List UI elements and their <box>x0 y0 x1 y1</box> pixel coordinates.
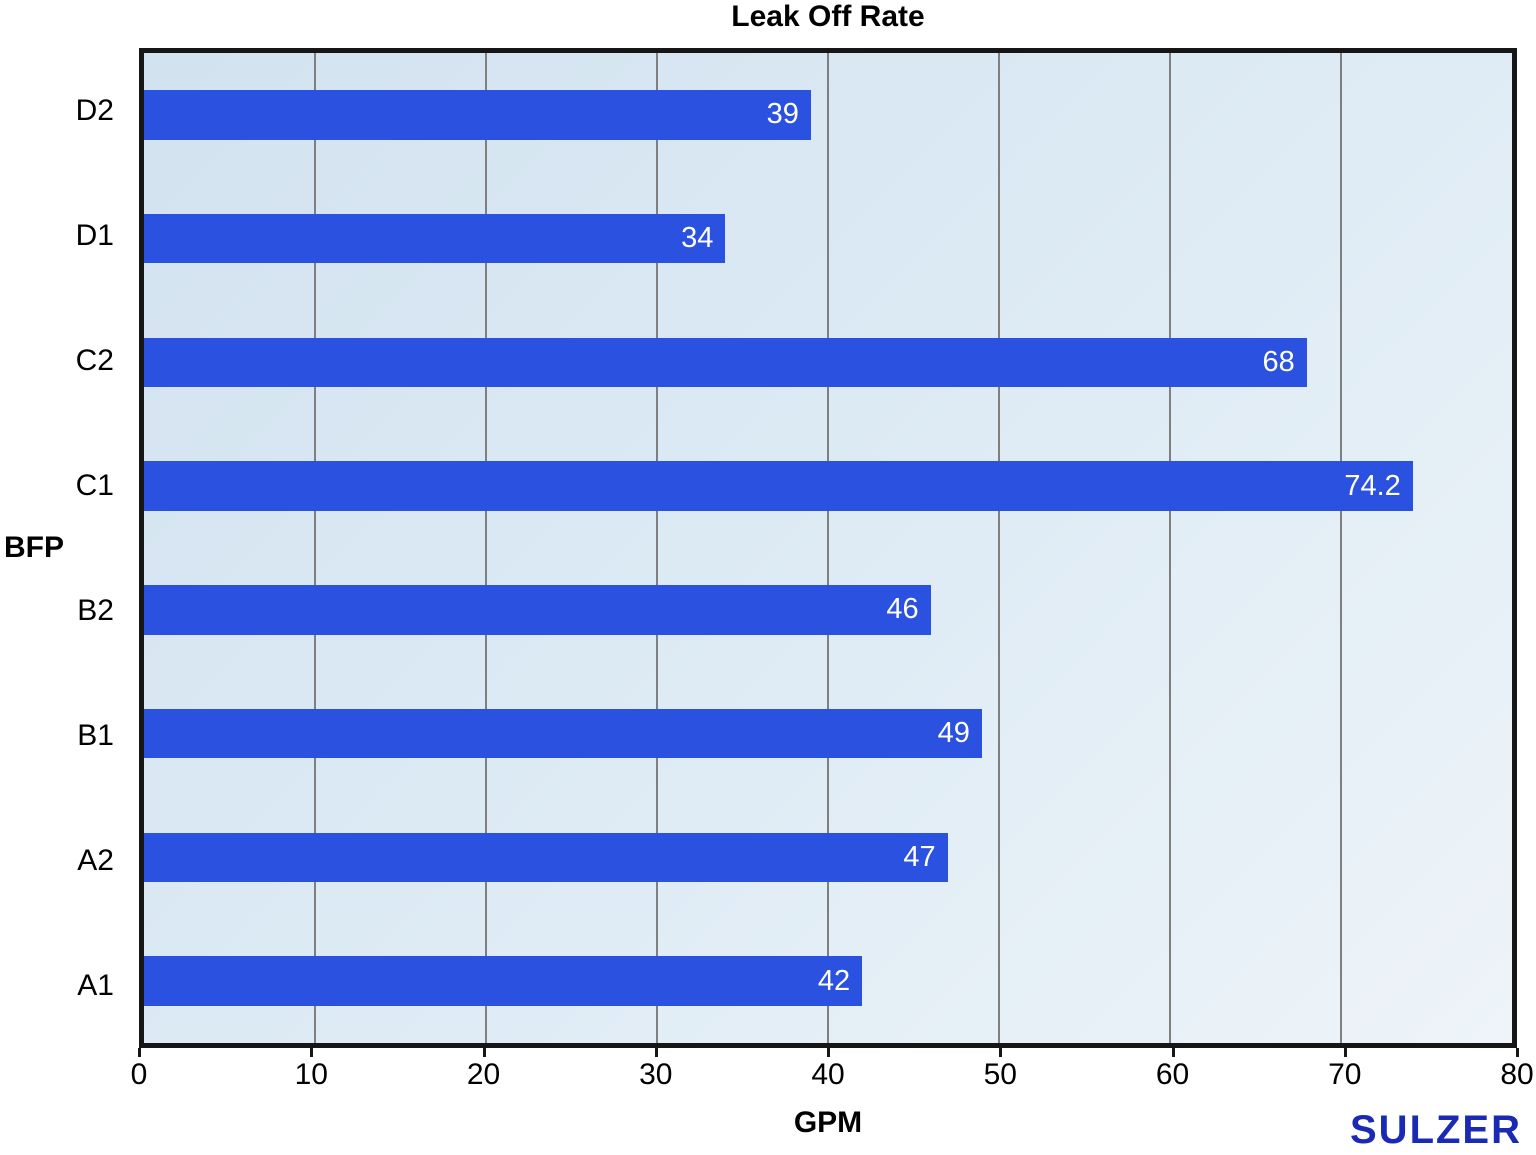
x-tick-label-80: 80 <box>1500 1058 1534 1091</box>
bar-C2: 68 <box>144 337 1307 388</box>
bar-A1: 42 <box>144 956 863 1006</box>
bar-value-D1: 34 <box>681 222 714 255</box>
gridline-x-20 <box>485 53 487 1043</box>
y-category-label-B1: B1 <box>77 718 114 752</box>
x-tick-mark-70 <box>1343 1048 1347 1057</box>
x-tick-label-0: 0 <box>130 1058 148 1091</box>
y-category-label-C2: C2 <box>75 343 114 377</box>
y-axis-category-labels: D2 D1 C2 C1 B2 B1 A2 A1 <box>0 48 114 1048</box>
gridline-x-40 <box>827 53 829 1043</box>
bar-B2: 46 <box>144 585 931 635</box>
bar-row-C2: 68 <box>144 301 1512 425</box>
plot-area: 39 34 68 74.2 46 49 47 42 <box>139 48 1517 1048</box>
bar-row-A1: 42 <box>144 919 1512 1043</box>
y-category-label-C1: C1 <box>75 468 114 502</box>
x-tick-label-30: 30 <box>639 1058 673 1091</box>
bar-row-B2: 46 <box>144 548 1512 672</box>
x-tick-label-70: 70 <box>1328 1058 1362 1091</box>
x-tick-label-40: 40 <box>811 1058 845 1091</box>
y-axis-title: BFP <box>4 531 64 564</box>
bar-value-C2: 68 <box>1262 345 1295 378</box>
gridline-x-10 <box>314 53 316 1043</box>
bar-row-C1: 74.2 <box>144 424 1512 548</box>
x-tick-mark-40 <box>827 1048 830 1057</box>
bar-D2: 39 <box>144 90 811 140</box>
plot-inner: 39 34 68 74.2 46 49 47 42 <box>144 53 1512 1043</box>
x-tick-label-10: 10 <box>294 1058 328 1091</box>
x-tick-mark-20 <box>482 1048 486 1057</box>
x-tick-label-60: 60 <box>1155 1058 1190 1091</box>
x-tick-label-50: 50 <box>983 1058 1017 1091</box>
x-axis-title: GPM <box>793 1106 863 1139</box>
bar-row-D2: 39 <box>144 53 1512 177</box>
chart-title: Leak Off Rate <box>731 0 925 33</box>
x-tick-mark-30 <box>654 1048 658 1057</box>
bar-value-D2: 39 <box>766 98 799 131</box>
gridline-x-50 <box>998 53 1000 1043</box>
y-category-label-A2: A2 <box>77 843 114 877</box>
gridline-x-30 <box>656 53 658 1043</box>
bar-C1: 74.2 <box>144 461 1413 511</box>
bar-value-B1: 49 <box>937 717 970 750</box>
bar-B1: 49 <box>144 708 982 759</box>
gridline-x-70 <box>1340 53 1342 1043</box>
bar-value-C1: 74.2 <box>1344 469 1401 502</box>
gridline-x-60 <box>1169 53 1171 1043</box>
y-category-label-B2: B2 <box>77 593 114 627</box>
x-tick-label-20: 20 <box>466 1058 501 1091</box>
x-tick-mark-0 <box>138 1048 141 1057</box>
x-tick-mark-50 <box>999 1048 1003 1057</box>
bar-row-A2: 47 <box>144 796 1512 920</box>
bar-row-B1: 49 <box>144 672 1512 796</box>
bar-value-A2: 47 <box>903 840 936 873</box>
y-category-label-D1: D1 <box>75 218 114 252</box>
bar-value-B2: 46 <box>886 593 919 626</box>
y-category-label-A1: A1 <box>77 968 114 1002</box>
x-axis-tick-labels: 0 10 20 30 40 50 60 70 80 <box>131 1058 1534 1098</box>
sulzer-logo: SULZER <box>1350 1108 1522 1152</box>
y-category-label-D2: D2 <box>75 93 114 127</box>
bar-value-A1: 42 <box>817 964 851 997</box>
x-tick-mark-80 <box>1516 1048 1519 1057</box>
bar-D1: 34 <box>144 213 726 264</box>
bar-A2: 47 <box>144 832 948 883</box>
x-tick-mark-60 <box>1171 1048 1175 1057</box>
x-tick-mark-10 <box>310 1048 314 1057</box>
bar-row-D1: 34 <box>144 177 1512 301</box>
